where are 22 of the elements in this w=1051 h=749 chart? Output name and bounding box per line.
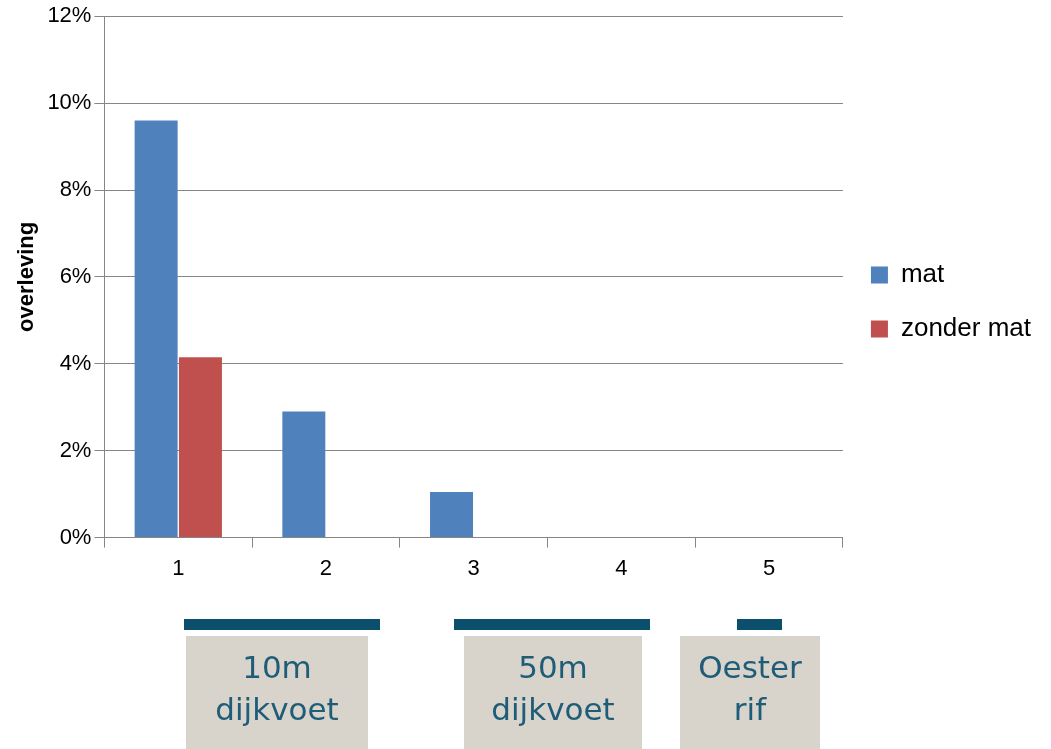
- bar: [178, 357, 222, 538]
- text: 50m dijkvoet: [464, 636, 642, 749]
- bar: [430, 491, 474, 538]
- y-axis-title: overleving: [13, 221, 39, 332]
- y-tick-label: 10%: [47, 89, 92, 115]
- x-tick-label: 3: [467, 554, 480, 580]
- text: Oester rif: [680, 636, 820, 749]
- y-tick-label: 0%: [59, 523, 92, 549]
- text: 10m dijkvoet: [186, 636, 368, 749]
- bar: [282, 411, 326, 538]
- x-tick-label: 1: [172, 554, 185, 580]
- y-tick-label: 8%: [59, 176, 92, 202]
- legend-label: mat: [900, 258, 946, 289]
- y-tick-label: 12%: [47, 2, 92, 28]
- x-tick-label: 2: [319, 554, 333, 580]
- x-tick-label: 5: [762, 554, 776, 580]
- y-tick-label: 2%: [59, 436, 92, 462]
- x-tick-label: 4: [615, 554, 628, 580]
- y-tick-label: 4%: [59, 349, 92, 375]
- y-tick-label: 6%: [59, 262, 92, 288]
- legend-label: zonder mat: [900, 312, 1032, 343]
- bar: [134, 120, 178, 538]
